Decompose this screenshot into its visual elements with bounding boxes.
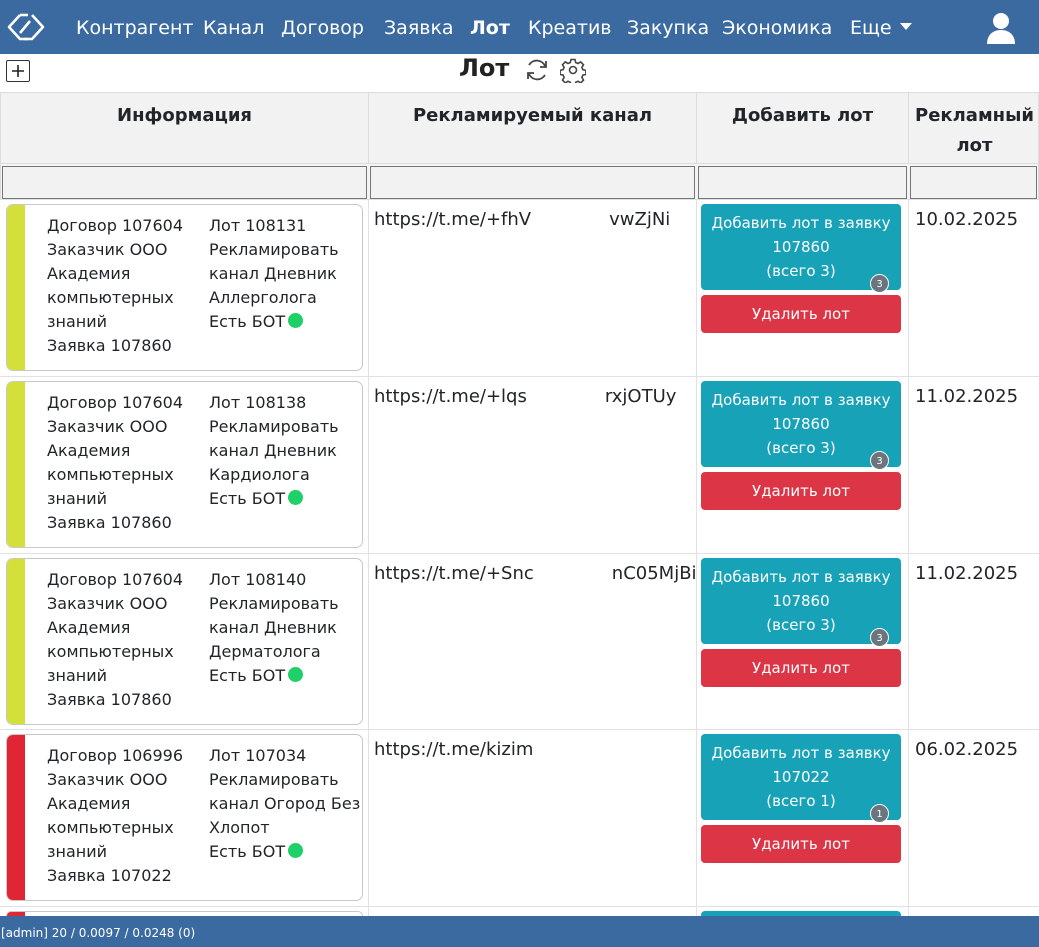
plus-icon: [12, 65, 24, 77]
channel-link[interactable]: https://t.me/+fhV vwZjNi: [374, 209, 671, 230]
lot-details: Лот 107034 Рекламировать канал Огород Без Х…: [209, 746, 361, 861]
count-badge: 1: [870, 804, 889, 823]
delete-lot-button[interactable]: Удалить лот: [701, 295, 901, 333]
filter-ad-lot-input[interactable]: [910, 166, 1037, 199]
table-row-separator: [0, 376, 1039, 377]
column-header-channel[interactable]: Рекламируемый канал: [368, 92, 697, 164]
lot-date: 10.02.2025: [915, 209, 1019, 230]
column-divider: [908, 199, 909, 916]
count-badge: 3: [870, 274, 889, 293]
nav-item-more[interactable]: Еще: [850, 15, 912, 41]
lot-details: Лот 108140 Рекламировать канал Дневник Дерм…: [209, 570, 339, 685]
bot-status-dot-icon: [288, 843, 304, 858]
nav-item-lot[interactable]: Лот: [470, 17, 510, 39]
status-stripe: [7, 205, 25, 370]
channel-link[interactable]: https://t.me/+lqs rxjOTUy: [374, 386, 677, 407]
chevron-down-icon: [899, 23, 912, 30]
nav-item-purchase[interactable]: Закупка: [627, 17, 710, 39]
channel-link[interactable]: https://t.me/kizim: [374, 739, 534, 760]
column-header-ad-lot[interactable]: Рекламный лот: [908, 92, 1039, 164]
lot-date: 11.02.2025: [915, 386, 1019, 407]
add-lot-to-request-button[interactable]: Добавить лот в заявку 107860 (всего 3) 3: [701, 204, 901, 293]
contract-info: Договор 106996 Заказчик ООО Академия компью…: [47, 746, 184, 885]
logo-icon[interactable]: [6, 12, 46, 42]
bot-status-dot-icon: [288, 667, 304, 682]
page-title: Лот: [459, 54, 510, 82]
bot-status-dot-icon: [288, 490, 304, 505]
channel-link[interactable]: https://t.me/+Snc nC05MjBi: [374, 563, 697, 584]
contract-info: Договор 107604 Заказчик ООО Академия компью…: [47, 393, 184, 532]
lot-date: 11.02.2025: [915, 563, 1019, 584]
add-lot-to-request-button[interactable]: Добавить лот в заявку 107022 (всего 1) 1: [701, 734, 901, 823]
column-divider: [368, 199, 369, 916]
status-stripe: [7, 382, 25, 547]
lot-info-card[interactable]: Договор 106996 Заказчик ООО Академия компью…: [6, 734, 363, 901]
add-lot-to-request-button[interactable]: Добавить лот в заявку 107860 (всего 3) 3: [701, 558, 901, 647]
add-lot-button[interactable]: [6, 60, 30, 82]
column-divider: [696, 199, 697, 916]
lot-info-card[interactable]: Договор 107604 Заказчик ООО Академия компью…: [6, 558, 363, 725]
lot-date: 06.02.2025: [915, 739, 1019, 760]
status-bar: [admin] 20 / 0.0097 / 0.0248 (0): [0, 916, 1039, 947]
top-navbar: Контрагент Канал Договор Заявка Лот Креа…: [0, 0, 1039, 54]
table-row-separator: [0, 729, 1039, 730]
delete-lot-button[interactable]: Удалить лот: [701, 649, 901, 687]
nav-item-creative[interactable]: Креатив: [528, 17, 612, 39]
nav-item-counterparty[interactable]: Контрагент: [76, 17, 194, 39]
add-lot-to-request-button[interactable]: Добавить лот в заявку 107860 (всего 3) 3: [701, 381, 901, 470]
nav-item-channel[interactable]: Канал: [203, 17, 265, 39]
column-header-info[interactable]: Информация: [0, 92, 369, 164]
bot-status-dot-icon: [288, 313, 304, 328]
nav-item-economics[interactable]: Экономика: [722, 17, 833, 39]
status-bar-text: [admin] 20 / 0.0097 / 0.0248 (0): [1, 926, 196, 940]
count-badge: 3: [870, 451, 889, 470]
status-stripe: [7, 735, 25, 900]
lot-info-card[interactable]: Договор 107604 Заказчик ООО Академия компью…: [6, 204, 363, 371]
nav-item-contract[interactable]: Договор: [281, 17, 364, 39]
add-lot-to-request-button[interactable]: [701, 911, 901, 919]
nav-item-more-label: Еще: [850, 17, 892, 39]
table-row-separator: [0, 553, 1039, 554]
contract-info: Договор 107604 Заказчик ООО Академия компью…: [47, 570, 184, 709]
gear-icon[interactable]: [560, 57, 586, 83]
table-row-separator: [0, 199, 1039, 200]
lot-details: Лот 108138 Рекламировать канал Дневник Кард…: [209, 393, 339, 508]
refresh-icon[interactable]: [524, 57, 550, 83]
delete-lot-button[interactable]: Удалить лот: [701, 472, 901, 510]
column-header-add-lot[interactable]: Добавить лот: [696, 92, 909, 164]
contract-info: Договор 107604 Заказчик ООО Академия компью…: [47, 216, 184, 355]
filter-add-lot-input[interactable]: [698, 166, 907, 199]
delete-lot-button[interactable]: Удалить лот: [701, 825, 901, 863]
nav-item-request[interactable]: Заявка: [384, 17, 454, 39]
status-stripe: [7, 559, 25, 724]
filter-channel-input[interactable]: [370, 166, 695, 199]
user-icon[interactable]: [984, 11, 1018, 45]
lot-details: Лот 108131 Рекламировать канал Дневник Алле…: [209, 216, 339, 331]
table-row-separator: [0, 906, 1039, 907]
filter-info-input[interactable]: [2, 166, 367, 199]
lot-info-card[interactable]: Договор 107604 Заказчик ООО Академия компью…: [6, 381, 363, 548]
count-badge: 3: [870, 628, 889, 647]
